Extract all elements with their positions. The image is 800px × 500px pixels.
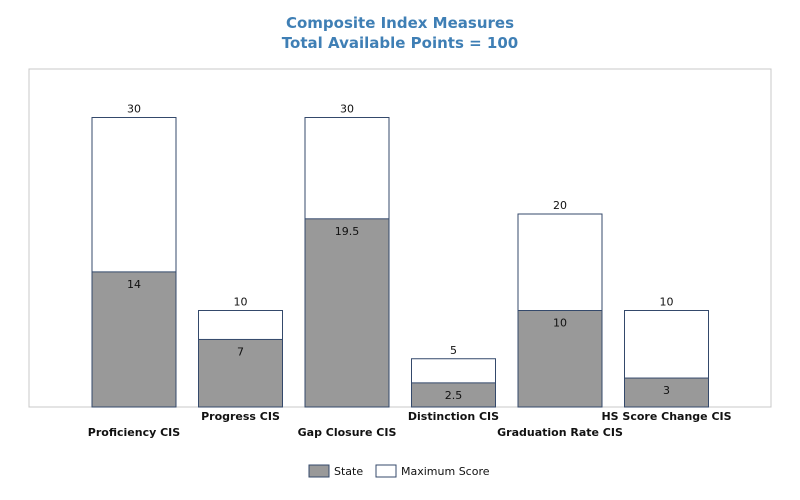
category-label: Progress CIS — [201, 410, 280, 423]
data-label-state: 14 — [127, 278, 141, 291]
data-label-maximum-score: 5 — [450, 344, 457, 357]
bar-state — [198, 338, 283, 408]
chart-subtitle: Total Available Points = 100 — [281, 34, 519, 52]
data-label-maximum-score: 10 — [660, 296, 674, 309]
legend-swatch-maximum-score — [375, 464, 397, 478]
category-label: HS Score Change CIS — [601, 410, 731, 423]
bar-state — [624, 377, 709, 408]
bar-state — [91, 271, 177, 408]
bar-state — [411, 382, 496, 408]
data-label-maximum-score: 30 — [127, 103, 141, 116]
category-label: Gap Closure CIS — [298, 426, 397, 439]
category-label: Proficiency CIS — [88, 426, 180, 439]
data-label-state: 3 — [663, 384, 670, 397]
bar-state — [304, 218, 390, 408]
category-label: Distinction CIS — [408, 410, 499, 423]
data-label-maximum-score: 20 — [553, 199, 567, 212]
category-label: Graduation Rate CIS — [497, 426, 623, 439]
data-label-maximum-score: 30 — [340, 103, 354, 116]
legend-swatch-state — [308, 464, 330, 478]
data-label-maximum-score: 10 — [234, 296, 248, 309]
bar-state — [517, 310, 603, 408]
data-label-state: 2.5 — [445, 389, 463, 402]
chart-title: Composite Index Measures — [285, 14, 515, 32]
legend-label-state: State — [334, 465, 363, 478]
data-label-state: 19.5 — [335, 225, 360, 238]
legend-label-maximum-score: Maximum Score — [401, 465, 490, 478]
data-label-state: 10 — [553, 317, 567, 330]
data-label-state: 7 — [237, 345, 244, 358]
